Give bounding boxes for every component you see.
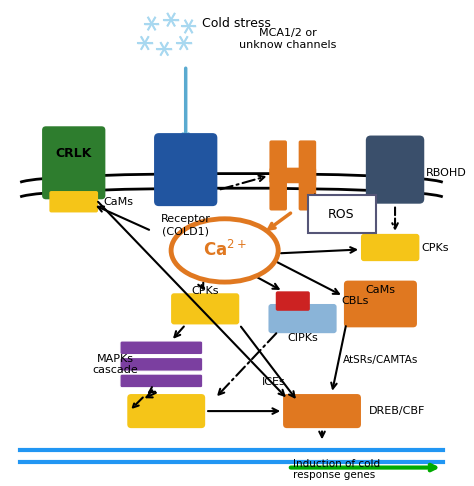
Text: CaMs: CaMs <box>365 285 395 295</box>
FancyBboxPatch shape <box>171 293 239 325</box>
Text: RBOHD: RBOHD <box>426 168 467 177</box>
Text: MAPKs
cascade: MAPKs cascade <box>93 353 138 375</box>
Text: CBLs: CBLs <box>341 296 369 306</box>
Text: CaMs: CaMs <box>103 197 133 207</box>
FancyBboxPatch shape <box>128 394 205 428</box>
FancyBboxPatch shape <box>49 191 98 212</box>
Text: Cold stress: Cold stress <box>202 17 271 30</box>
Text: AtSRs/CAMTAs: AtSRs/CAMTAs <box>343 355 418 365</box>
FancyBboxPatch shape <box>344 280 417 328</box>
Text: CRLK: CRLK <box>55 147 92 159</box>
FancyBboxPatch shape <box>283 394 361 428</box>
Ellipse shape <box>171 219 278 282</box>
Text: Receptor
(COLD1): Receptor (COLD1) <box>161 214 210 236</box>
Text: DREB/CBF: DREB/CBF <box>369 406 425 416</box>
Text: Ca$^{2+}$: Ca$^{2+}$ <box>203 241 246 260</box>
FancyBboxPatch shape <box>42 126 105 199</box>
Text: Induction of cold
response genes: Induction of cold response genes <box>293 459 380 480</box>
FancyBboxPatch shape <box>154 133 218 206</box>
FancyBboxPatch shape <box>120 358 203 371</box>
FancyBboxPatch shape <box>120 341 203 355</box>
FancyBboxPatch shape <box>361 234 419 261</box>
FancyBboxPatch shape <box>269 168 316 183</box>
Text: CPKs: CPKs <box>191 286 219 296</box>
FancyBboxPatch shape <box>269 140 287 210</box>
FancyBboxPatch shape <box>276 291 310 311</box>
Text: ROS: ROS <box>328 208 355 221</box>
FancyBboxPatch shape <box>299 140 316 210</box>
FancyBboxPatch shape <box>366 136 424 204</box>
FancyBboxPatch shape <box>120 374 203 388</box>
Text: CIPKs: CIPKs <box>287 333 318 343</box>
FancyBboxPatch shape <box>309 195 375 233</box>
Text: ICEs: ICEs <box>262 377 285 387</box>
FancyBboxPatch shape <box>268 304 337 333</box>
Text: CPKs: CPKs <box>421 243 449 253</box>
Text: MCA1/2 or
unknow channels: MCA1/2 or unknow channels <box>239 28 337 50</box>
